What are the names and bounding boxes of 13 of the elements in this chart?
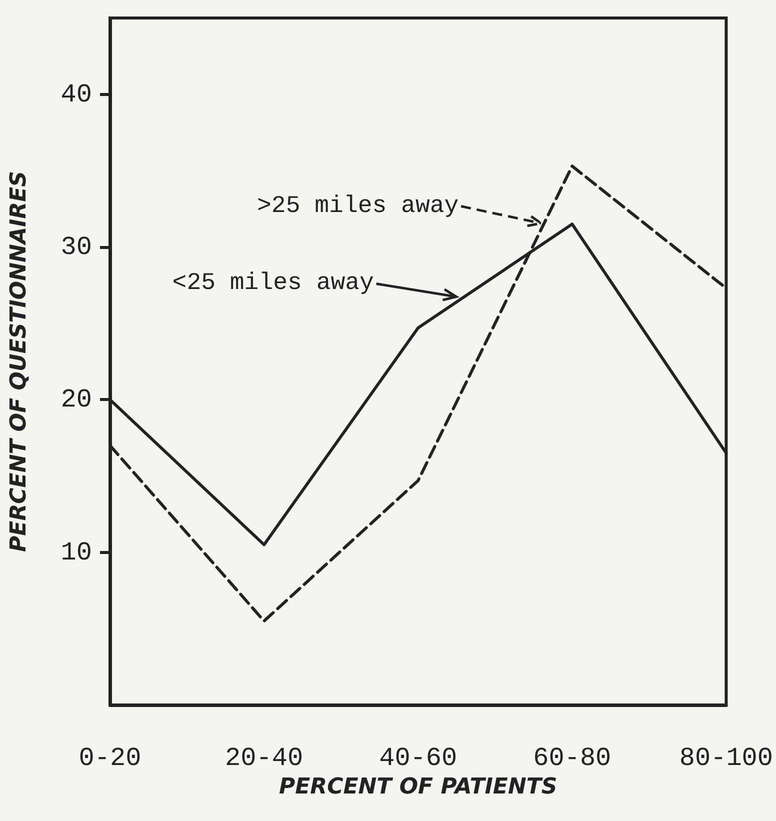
y-tick-label: 10 (60, 537, 92, 568)
x-tick-label: 60-80 (533, 743, 612, 773)
y-tick-label: 40 (60, 79, 92, 110)
y-axis-title: PERCENT OF QUESTIONNAIRES (6, 171, 32, 552)
x-tick-label: 20-40 (225, 743, 304, 773)
legend-label: <25 miles away (172, 270, 374, 298)
legend-label: >25 miles away (257, 192, 459, 220)
x-tick-label: 80-100 (679, 743, 774, 773)
x-tick-label: 40-60 (379, 743, 458, 773)
y-tick-label: 20 (60, 384, 92, 415)
x-axis-title: PERCENT OF PATIENTS (278, 774, 558, 800)
x-tick-label: 0-20 (78, 743, 142, 773)
y-tick-label: 30 (60, 232, 92, 262)
